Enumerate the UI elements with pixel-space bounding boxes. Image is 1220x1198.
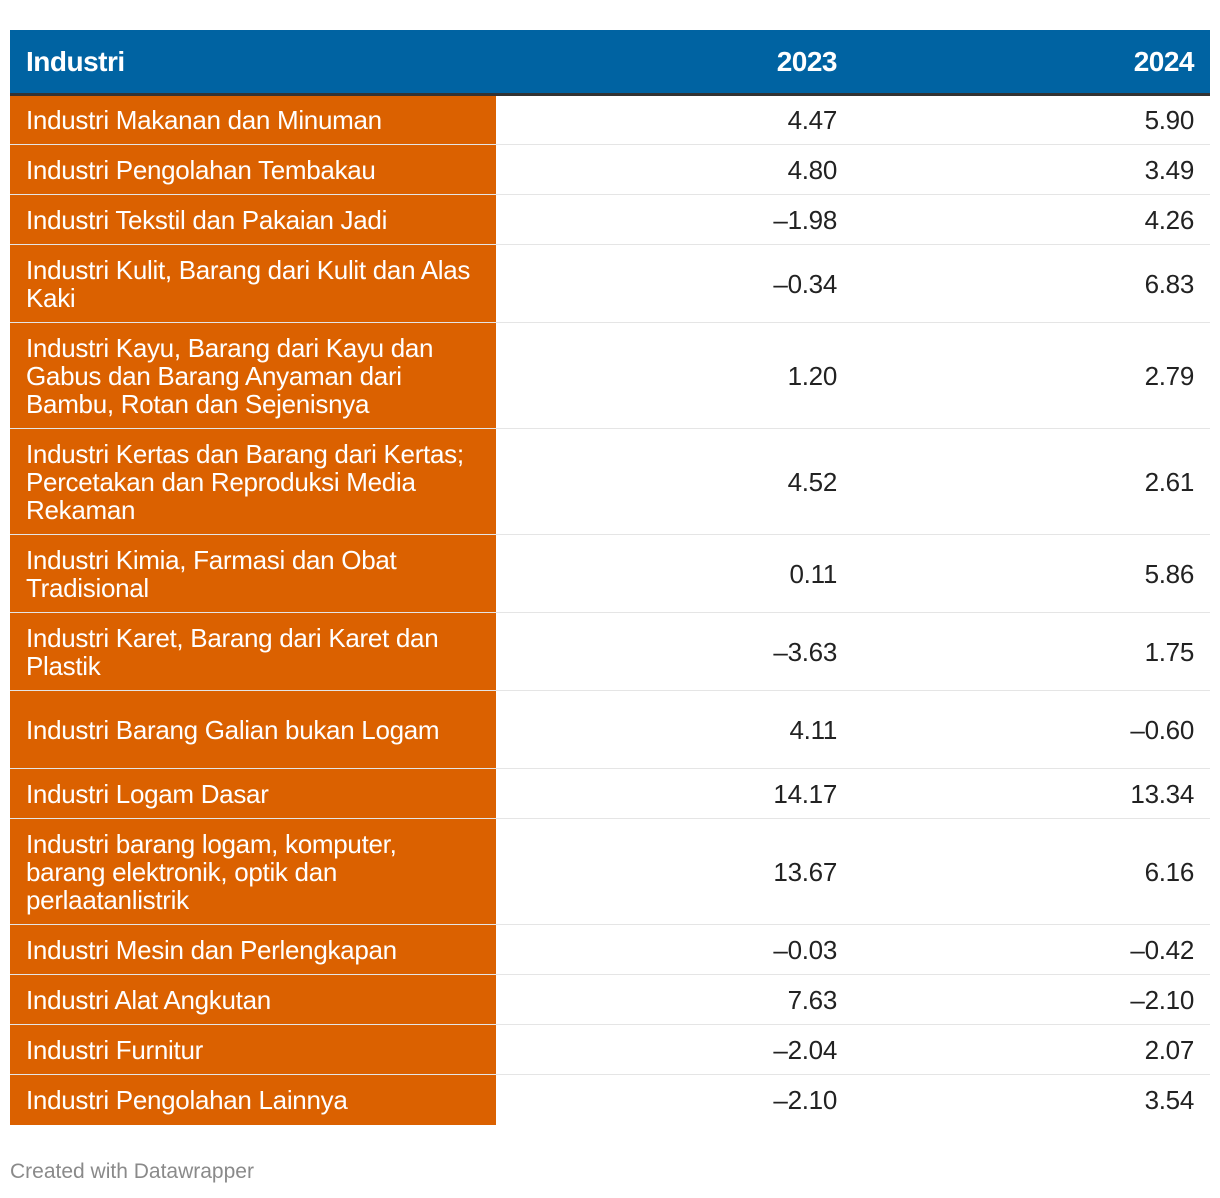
industry-name-cell: Industri Karet, Barang dari Karet dan Pl… (10, 612, 496, 691)
column-header-2023[interactable]: 2023 (496, 30, 853, 96)
industry-name-cell: Industri Alat Angkutan (10, 974, 496, 1025)
value-2023-cell: 4.11 (496, 690, 853, 769)
industry-name-cell: Industri Mesin dan Perlengkapan (10, 924, 496, 975)
value-2024-cell: 2.61 (853, 428, 1210, 535)
value-2023-cell: 4.47 (496, 94, 853, 145)
value-2024-cell: 3.54 (1144, 1084, 1195, 1115)
industry-name-cell: Industri Barang Galian bukan Logam (10, 690, 496, 769)
value-2024-cell: 13.34 (853, 768, 1210, 819)
value-2024-cell: –0.42 (853, 924, 1210, 975)
table-row: Industri Kertas dan Barang dari Kertas; … (10, 428, 1210, 535)
industry-name-cell: Industri Pengolahan Tembakau (10, 144, 496, 195)
value-2023-cell: 7.63 (496, 974, 853, 1025)
value-2024-cell: –0.60 (853, 690, 1210, 769)
industry-table: Industri 2023 2024 Industri Makanan dan … (10, 30, 1210, 1125)
industry-name-cell: Industri Tekstil dan Pakaian Jadi (10, 194, 496, 245)
value-2023-cell: 1.20 (496, 322, 853, 429)
value-2023-cell: –0.03 (496, 924, 853, 975)
value-2024-cell: 4.26 (853, 194, 1210, 245)
datawrapper-credit: Created with Datawrapper (10, 1160, 254, 1183)
table-row: Industri Kayu, Barang dari Kayu dan Gabu… (10, 322, 1210, 429)
header-row: Industri 2023 2024 (10, 30, 1210, 96)
industry-name-cell: Industri Kayu, Barang dari Kayu dan Gabu… (10, 322, 496, 429)
industry-name-cell: Industri Makanan dan Minuman (10, 94, 496, 145)
value-2023-cell: –3.63 (496, 612, 853, 691)
industry-name-cell: Industri Kimia, Farmasi dan Obat Tradisi… (10, 534, 496, 613)
table-row: Industri Karet, Barang dari Karet dan Pl… (10, 612, 1210, 691)
table-row: Industri Alat Angkutan 7.63 –2.10 (10, 974, 1210, 1025)
data-table-container: Industri 2023 2024 Industri Makanan dan … (10, 30, 1210, 1125)
value-2023-cell: –1.98 (496, 194, 853, 245)
industry-name-cell: Industri Kulit, Barang dari Kulit dan Al… (10, 244, 496, 323)
value-2024-cell: 1.75 (853, 612, 1210, 691)
table-row: Industri Logam Dasar 14.17 13.34 (10, 768, 1210, 819)
column-header-industri[interactable]: Industri (10, 30, 496, 96)
value-2024-cell: –2.10 (853, 974, 1210, 1025)
value-2023-cell: –0.34 (496, 244, 853, 323)
industry-name-cell: Industri Furnitur (10, 1024, 496, 1075)
industry-name-cell: Industri Kertas dan Barang dari Kertas; … (10, 428, 496, 535)
table-header: Industri 2023 2024 (10, 30, 1210, 96)
value-2024-cell: 6.83 (853, 244, 1210, 323)
table-row: Industri Pengolahan Lainnya –2.10 3.54 (10, 1074, 1210, 1125)
industry-name-cell: Industri Pengolahan Lainnya (10, 1074, 496, 1125)
value-2023-cell: 4.52 (496, 428, 853, 535)
table-row: Industri Kimia, Farmasi dan Obat Tradisi… (10, 534, 1210, 613)
value-2023-cell: 13.67 (496, 818, 853, 925)
table-row: Industri barang logam, komputer, barang … (10, 818, 1210, 925)
table-row: Industri Furnitur –2.04 2.07 (10, 1024, 1210, 1075)
value-2024-cell: 5.86 (853, 534, 1210, 613)
value-2023-cell: 4.80 (496, 144, 853, 195)
value-2023-cell: 14.17 (496, 768, 853, 819)
value-2023-cell: –2.04 (496, 1024, 853, 1075)
value-2024-cell: 2.07 (853, 1024, 1210, 1075)
table-row: Industri Barang Galian bukan Logam 4.11 –0… (10, 690, 1210, 769)
value-2023-cell: 0.11 (496, 534, 853, 613)
column-header-2024[interactable]: 2024 (853, 30, 1210, 96)
value-2023-cell: –2.10 (773, 1084, 837, 1115)
industry-name-cell: Industri Logam Dasar (10, 768, 496, 819)
value-2024-cell: 3.49 (853, 144, 1210, 195)
table-row: Industri Pengolahan Tembakau 4.80 3.49 (10, 144, 1210, 195)
table-row: Industri Kulit, Barang dari Kulit dan Al… (10, 244, 1210, 323)
industry-name-cell: Industri barang logam, komputer, barang … (10, 818, 496, 925)
value-2024-cell: 2.79 (853, 322, 1210, 429)
table-row: Industri Mesin dan Perlengkapan –0.03 –0.4… (10, 924, 1210, 975)
table-row: Industri Tekstil dan Pakaian Jadi –1.98 4.… (10, 194, 1210, 245)
table-body: Industri Makanan dan Minuman 4.47 5.90 Indu… (10, 94, 1210, 1125)
table-row: Industri Makanan dan Minuman 4.47 5.90 (10, 94, 1210, 145)
value-2024-cell: 6.16 (853, 818, 1210, 925)
value-2024-cell: 5.90 (853, 94, 1210, 145)
